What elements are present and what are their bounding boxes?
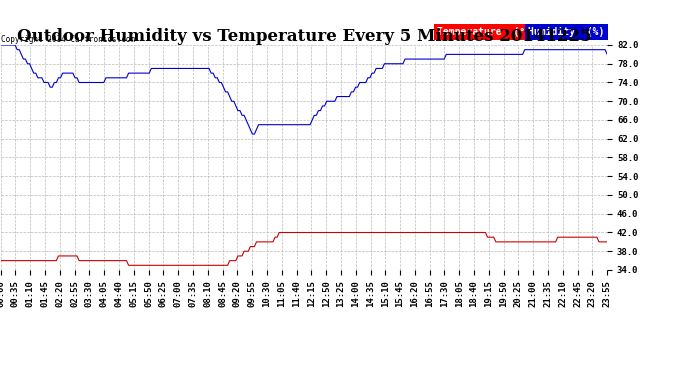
Text: Copyright 2014 Cartronics.com: Copyright 2014 Cartronics.com [1, 35, 135, 44]
Title: Outdoor Humidity vs Temperature Every 5 Minutes 20141225: Outdoor Humidity vs Temperature Every 5 … [17, 28, 591, 45]
Text: Temperature  (°F): Temperature (°F) [437, 27, 538, 37]
Text: Humidity  (%): Humidity (%) [529, 27, 604, 37]
